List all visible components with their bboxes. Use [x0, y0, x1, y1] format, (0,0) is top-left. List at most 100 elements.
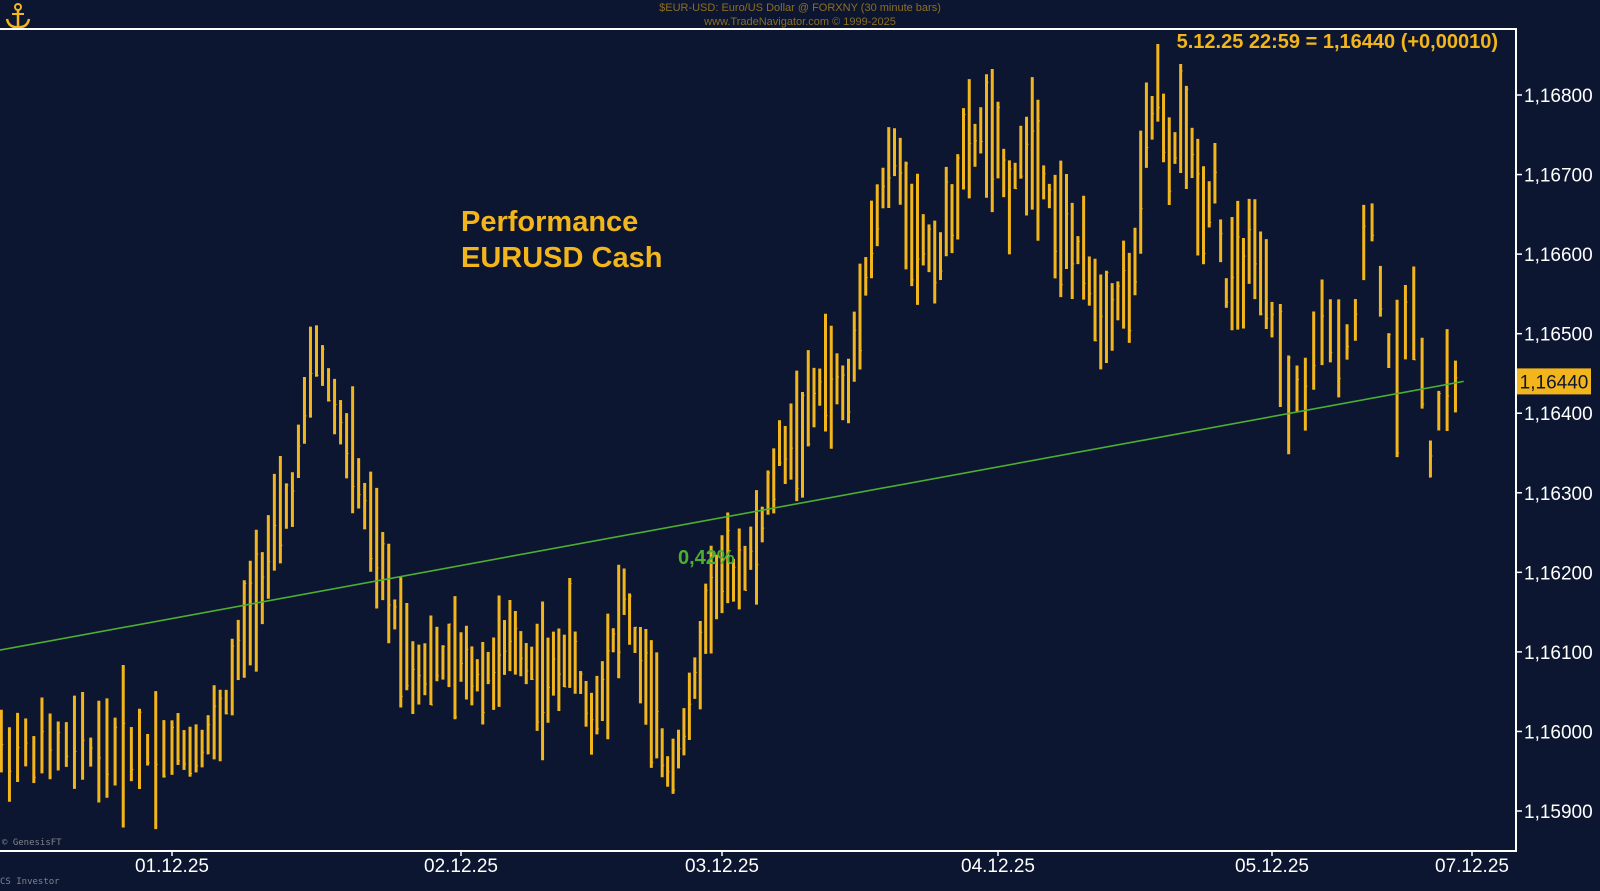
y-tick-label: 1,15900 — [1524, 802, 1593, 823]
ohlc-bar — [399, 577, 403, 708]
ohlc-bar — [1345, 324, 1350, 360]
ohlc-bar — [1428, 440, 1433, 478]
ohlc-bar — [579, 671, 583, 694]
ohlc-bar — [1230, 216, 1235, 331]
ohlc-bar — [1150, 96, 1155, 140]
ohlc-bar — [1295, 365, 1300, 412]
ohlc-bar — [1042, 165, 1046, 200]
ohlc-bar — [1287, 355, 1291, 455]
ohlc-bar — [835, 353, 839, 405]
ohlc-bar — [818, 368, 822, 406]
ohlc-bar — [1224, 278, 1229, 308]
ohlc-bar — [40, 697, 44, 774]
ohlc-bar — [1133, 227, 1137, 296]
ohlc-bar — [492, 637, 496, 710]
ohlc-bar — [435, 626, 439, 682]
ohlc-bar — [755, 490, 759, 605]
ohlc-bar — [375, 487, 379, 609]
ohlc-bar — [369, 471, 373, 572]
ohlc-bar — [898, 137, 903, 205]
y-tick-label: 1,16100 — [1524, 643, 1593, 664]
last-price-tag-label: 1,16440 — [1520, 372, 1589, 393]
ohlc-bar — [351, 386, 355, 514]
ohlc-bar — [497, 595, 502, 707]
ohlc-bar — [933, 220, 937, 304]
y-tick-label: 1,16400 — [1524, 404, 1593, 425]
ohlc-bar — [48, 713, 53, 780]
ohlc-bar — [875, 184, 880, 247]
ohlc-bar — [557, 628, 561, 712]
ohlc-bar — [327, 368, 331, 402]
ohlc-bar — [590, 692, 594, 755]
ohlc-bar — [870, 200, 874, 279]
ohlc-bar — [89, 737, 93, 767]
ohlc-bar — [308, 326, 313, 418]
ohlc-bar — [296, 424, 301, 478]
ohlc-bar — [1362, 204, 1366, 281]
ohlc-bar — [535, 623, 540, 731]
ohlc-bar — [1190, 127, 1195, 179]
y-tick-label: 1,16600 — [1524, 245, 1593, 266]
watermark-cs-investor: CS Investor — [0, 877, 60, 887]
ohlc-bar — [218, 689, 223, 762]
ohlc-bar — [470, 646, 474, 706]
ohlc-bar — [393, 599, 397, 630]
ohlc-bar — [1184, 85, 1189, 190]
ohlc-bar — [829, 325, 834, 449]
ohlc-bar — [1007, 160, 1012, 255]
ohlc-bar — [1076, 236, 1080, 265]
ohlc-bar — [64, 722, 69, 767]
ohlc-bar — [617, 564, 621, 679]
ohlc-bar — [1030, 77, 1035, 210]
ohlc-bar — [24, 718, 28, 767]
ohlc-bar — [893, 128, 897, 177]
ohlc-bar — [910, 183, 914, 287]
ohlc-bar — [950, 184, 954, 254]
ohlc-bar — [772, 448, 776, 514]
ohlc-bar — [242, 580, 247, 678]
ohlc-bar — [1082, 195, 1086, 300]
ohlc-bar — [200, 729, 205, 768]
ohlc-bar — [979, 107, 983, 154]
ohlc-bar — [743, 545, 747, 591]
ohlc-bar — [760, 506, 765, 543]
ohlc-bar — [628, 593, 632, 645]
ohlc-bar — [486, 651, 491, 685]
performance-trendline — [0, 380, 1464, 651]
ohlc-bar — [783, 425, 788, 484]
ohlc-bar — [766, 470, 770, 515]
ohlc-bar — [1370, 203, 1375, 242]
x-tick-label: 02.12.25 — [424, 856, 498, 877]
ohlc-bar — [333, 378, 337, 435]
ohlc-bar — [1139, 130, 1143, 254]
ohlc-bar — [278, 455, 283, 564]
chart-header-symbol: $EUR-USD: Euro/US Dollar @ FORXNY (30 mi… — [659, 2, 941, 14]
ohlc-bar — [737, 528, 742, 610]
ohlc-bar — [1167, 117, 1172, 206]
ohlc-bar — [1437, 390, 1441, 431]
ohlc-bar — [1036, 99, 1040, 241]
ohlc-bar — [852, 311, 857, 382]
ohlc-bar — [939, 232, 943, 281]
y-tick-label: 1,16000 — [1524, 722, 1593, 743]
ohlc-bar — [1059, 160, 1063, 298]
ohlc-bar — [638, 626, 643, 704]
ohlc-bar — [137, 708, 142, 789]
ohlc-bar — [985, 74, 989, 198]
ohlc-bar — [1264, 239, 1269, 330]
anchor-icon — [5, 3, 31, 30]
ohlc-bar — [56, 721, 61, 771]
ohlc-bar — [447, 623, 451, 688]
ohlc-bar — [121, 665, 126, 828]
ohlc-bar — [921, 214, 926, 266]
ohlc-bar — [1099, 274, 1103, 370]
ohlc-bar — [1070, 202, 1075, 299]
ohlc-bar — [194, 724, 199, 773]
last-quote-readout: 5.12.25 22:59 = 1,16440 (+0,00010) — [1176, 31, 1498, 53]
ohlc-bar — [1412, 266, 1416, 361]
chart-title-line2: EURUSD Cash — [461, 242, 663, 274]
ohlc-bar — [423, 643, 427, 696]
ohlc-bar — [562, 634, 567, 688]
ohlc-bar — [812, 367, 816, 428]
ohlc-bar — [1420, 337, 1425, 409]
